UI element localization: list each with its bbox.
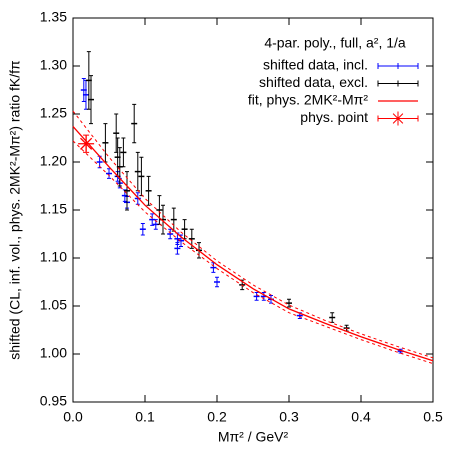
x-tick-label: 0.4 <box>351 409 371 425</box>
y-tick-label: 1.00 <box>40 345 67 361</box>
y-tick-label: 1.30 <box>40 57 67 73</box>
legend-swatch <box>377 111 419 126</box>
y-tick-label: 1.35 <box>40 9 67 25</box>
y-tick-label: 1.25 <box>40 105 67 121</box>
legend-label: phys. point <box>300 109 368 125</box>
legend-label: fit, phys. 2MK²-Mπ² <box>248 92 368 108</box>
x-tick-label: 0.1 <box>135 409 155 425</box>
y-axis-label: shifted (CL, inf. vol., phys. 2MK²-Mπ²) … <box>7 60 23 360</box>
chart-title: 4-par. poly., full, a², 1/a <box>264 35 406 51</box>
fit-line <box>72 126 434 362</box>
y-tick-label: 1.15 <box>40 201 67 217</box>
fit-band-upper <box>72 110 434 359</box>
y-tick-label: 1.10 <box>40 249 67 265</box>
x-axis-label: Mπ² / GeV² <box>218 429 289 445</box>
phys-point <box>78 135 95 152</box>
y-tick-label: 1.20 <box>40 153 67 169</box>
y-tick-label: 1.05 <box>40 297 67 313</box>
x-tick-label: 0.2 <box>207 409 227 425</box>
legend-label: shifted data, excl. <box>259 74 368 90</box>
legend-swatch <box>377 63 419 69</box>
x-tick-label: 0.0 <box>63 409 83 425</box>
x-tick-label: 0.3 <box>279 409 299 425</box>
x-tick-label: 0.5 <box>423 409 443 425</box>
legend-swatch <box>377 80 419 87</box>
y-tick-label: 0.95 <box>40 393 67 409</box>
fit-band-lower <box>72 140 434 365</box>
legend-label: shifted data, incl. <box>263 57 368 73</box>
